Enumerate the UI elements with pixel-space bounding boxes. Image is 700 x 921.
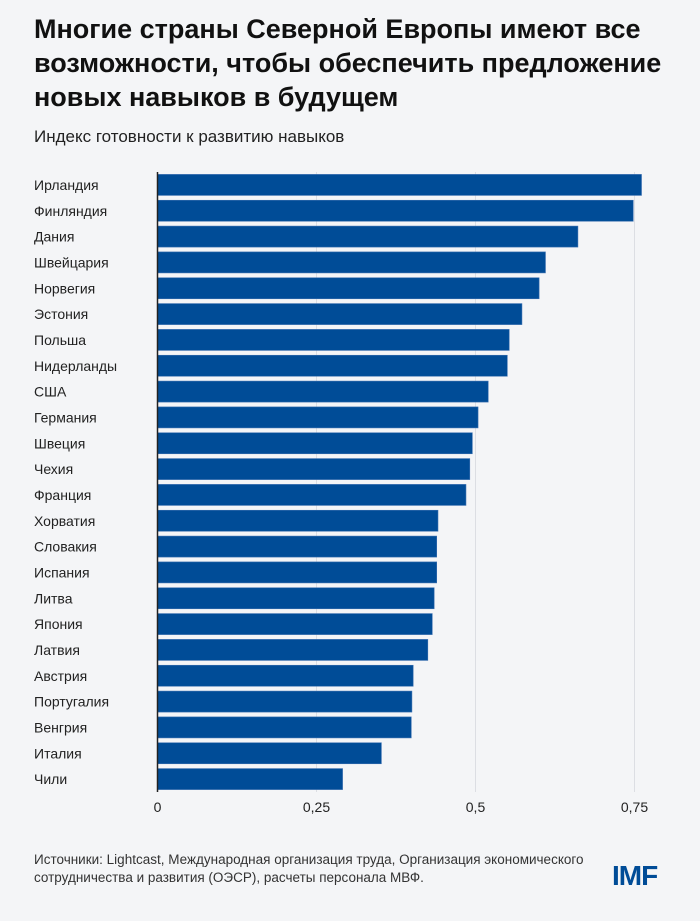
bar bbox=[157, 716, 412, 739]
category-label: Италия bbox=[34, 745, 82, 761]
category-label: Япония bbox=[34, 616, 83, 632]
category-label: США bbox=[34, 384, 67, 400]
category-label: Хорватия bbox=[34, 513, 95, 529]
bar bbox=[157, 690, 413, 713]
x-tick-label: 0,75 bbox=[621, 799, 648, 815]
bar bbox=[157, 277, 540, 300]
bar bbox=[157, 742, 382, 765]
category-label: Австрия bbox=[34, 668, 87, 684]
category-label: Норвегия bbox=[34, 280, 95, 296]
category-label: Испания bbox=[34, 564, 90, 580]
source-note: Источники: Lightcast, Международная орга… bbox=[34, 852, 584, 885]
bar bbox=[157, 303, 523, 325]
category-label: Германия bbox=[34, 409, 97, 425]
bar bbox=[157, 639, 429, 661]
bar bbox=[157, 484, 467, 506]
category-label: Португалия bbox=[34, 694, 109, 710]
chart-subtitle: Индекс готовности к развитию навыков bbox=[34, 127, 345, 146]
category-label: Литва bbox=[34, 590, 73, 606]
bar bbox=[157, 768, 343, 790]
chart-title: Многие страны Северной Европы имеют все … bbox=[34, 14, 662, 112]
imf-logo: IMF bbox=[612, 860, 658, 891]
bar bbox=[157, 329, 510, 351]
bar bbox=[157, 406, 479, 429]
bar bbox=[157, 251, 546, 274]
bar bbox=[157, 199, 634, 222]
category-label: Швеция bbox=[34, 435, 85, 451]
category-label: Польша bbox=[34, 332, 86, 348]
bar bbox=[157, 587, 435, 610]
bar bbox=[157, 613, 433, 635]
bar bbox=[157, 354, 508, 377]
category-label: Словакия bbox=[34, 539, 97, 555]
x-tick-label: 0,5 bbox=[466, 799, 486, 815]
category-label: Швейцария bbox=[34, 254, 109, 270]
category-label: Венгрия bbox=[34, 719, 87, 735]
bar bbox=[157, 174, 642, 196]
bar bbox=[157, 380, 489, 403]
category-label: Чехия bbox=[34, 461, 73, 477]
bar bbox=[157, 664, 414, 687]
category-label: Эстония bbox=[34, 306, 88, 322]
category-label: Франция bbox=[34, 487, 91, 503]
bar bbox=[157, 225, 579, 248]
bar bbox=[157, 561, 438, 584]
x-tick-label: 0 bbox=[154, 799, 162, 815]
category-label: Нидерланды bbox=[34, 358, 117, 374]
category-label: Чили bbox=[34, 771, 67, 787]
x-tick-label: 0,25 bbox=[303, 799, 330, 815]
category-label: Дания bbox=[34, 229, 74, 245]
bar-chart: 0 0,25 0,5 0,75 Ирландия Финляндия Дания Швейца… bbox=[34, 172, 648, 815]
category-label: Латвия bbox=[34, 642, 80, 658]
bar bbox=[157, 432, 473, 455]
bar bbox=[157, 535, 438, 558]
category-label: Ирландия bbox=[34, 177, 99, 193]
bar bbox=[157, 509, 439, 532]
category-label: Финляндия bbox=[34, 203, 107, 219]
bar bbox=[157, 458, 471, 480]
